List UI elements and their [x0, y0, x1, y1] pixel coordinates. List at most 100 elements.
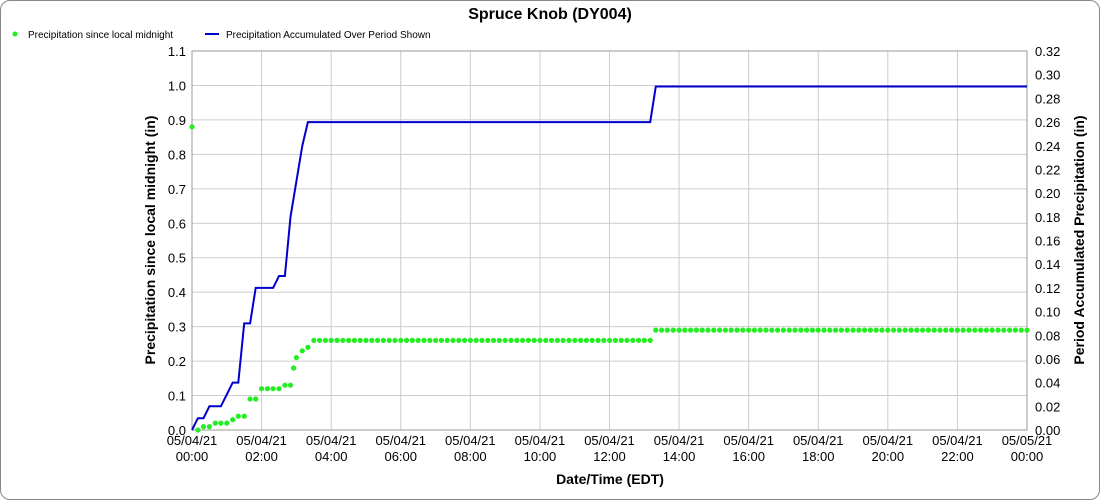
data-point: [664, 327, 671, 333]
data-point: [809, 327, 816, 333]
data-point: [1007, 327, 1013, 333]
legend-label-since-midnight: Precipitation since local midnight: [28, 30, 173, 41]
y2-tick-label: 0.24: [1035, 139, 1060, 154]
data-point: [467, 337, 473, 343]
data-point: [856, 327, 862, 333]
data-point: [670, 327, 676, 333]
data-point: [276, 386, 282, 392]
data-point: [792, 327, 798, 333]
data-point: [937, 327, 943, 333]
data-point: [659, 327, 665, 333]
data-point: [1018, 327, 1024, 333]
data-point: [496, 337, 502, 343]
data-point: [212, 420, 218, 426]
x-tick-time: 14:00: [663, 449, 696, 464]
grid: [191, 50, 1028, 431]
data-point: [259, 386, 265, 392]
x-tick-time: 00:00: [1011, 449, 1044, 464]
data-point: [357, 337, 363, 343]
data-point: [780, 327, 787, 333]
data-point: [363, 337, 369, 343]
data-point: [989, 327, 995, 333]
data-point: [479, 337, 485, 343]
data-point: [844, 327, 850, 333]
data-point: [293, 355, 299, 361]
y2-tick-label: 0.06: [1035, 352, 1060, 367]
data-point: [827, 327, 833, 333]
y2-axis-title: Period Accumulated Precipitation (in): [1071, 115, 1087, 364]
data-point: [189, 124, 195, 130]
data-point: [1012, 327, 1019, 333]
data-point: [514, 337, 520, 343]
data-point: [508, 337, 514, 343]
data-point: [543, 337, 549, 343]
data-point: [560, 337, 566, 343]
data-point: [311, 337, 317, 343]
data-point: [334, 337, 340, 343]
data-point: [925, 327, 932, 333]
data-point: [798, 327, 804, 333]
data-point: [862, 327, 868, 333]
data-point: [549, 337, 555, 343]
data-point: [873, 327, 879, 333]
data-point: [375, 337, 381, 343]
data-point: [775, 327, 781, 333]
data-point: [688, 327, 694, 333]
y-axis-title: Precipitation since local midnight (in): [142, 116, 158, 365]
y2-tick-label: 0.30: [1035, 68, 1060, 83]
x-tick-date: 05/04/21: [445, 433, 496, 448]
data-point: [386, 337, 392, 343]
data-point: [282, 382, 288, 388]
data-point: [322, 337, 328, 343]
data-point: [682, 327, 688, 333]
data-point: [693, 327, 700, 333]
data-point: [235, 413, 241, 419]
data-point: [491, 337, 497, 343]
data-point: [398, 337, 404, 343]
data-point: [879, 327, 885, 333]
y2-tick-label: 0.04: [1035, 376, 1060, 391]
legend-label-accumulated: Precipitation Accumulated Over Period Sh…: [226, 30, 431, 41]
data-point: [537, 337, 543, 343]
data-point: [224, 420, 230, 426]
data-point: [438, 337, 444, 343]
data-point: [340, 337, 346, 343]
data-point: [264, 386, 271, 392]
y-tick-label: 0.3: [168, 320, 186, 335]
data-point: [920, 327, 926, 333]
data-point: [595, 337, 601, 343]
data-point: [960, 327, 966, 333]
y2-tick-label: 0.32: [1035, 44, 1060, 59]
data-point: [630, 337, 636, 343]
data-point: [699, 327, 705, 333]
legend: Precipitation since local midnight Preci…: [12, 30, 431, 41]
data-point: [624, 337, 630, 343]
y2-tick-label: 0.02: [1035, 399, 1060, 414]
data-point: [433, 337, 439, 343]
data-point: [291, 365, 297, 371]
x-tick-time: 06:00: [384, 449, 417, 464]
x-tick-time: 08:00: [454, 449, 487, 464]
x-tick-date: 05/05/21: [1002, 433, 1053, 448]
y2-tick-label: 0.18: [1035, 210, 1060, 225]
y-tick-label: 0.1: [168, 389, 186, 404]
y2-tick-label: 0.14: [1035, 257, 1060, 272]
accumulated-line: [191, 85, 1027, 431]
y-tick-label: 0.8: [168, 147, 186, 162]
data-point: [409, 337, 415, 343]
data-point: [618, 337, 624, 343]
y2-tick-label: 0.00: [1035, 423, 1060, 438]
data-point: [891, 327, 897, 333]
data-point: [728, 327, 734, 333]
data-point: [821, 327, 827, 333]
data-point: [253, 396, 259, 402]
x-tick-date: 05/04/21: [723, 433, 774, 448]
data-point: [351, 337, 357, 343]
y-tick-label: 0.4: [168, 285, 186, 300]
series-accumulated: [191, 85, 1027, 431]
data-point: [908, 327, 914, 333]
data-point: [885, 327, 891, 333]
series-since-midnight: [189, 124, 1030, 433]
data-point: [601, 337, 607, 343]
y-tick-label: 0.0: [168, 423, 186, 438]
